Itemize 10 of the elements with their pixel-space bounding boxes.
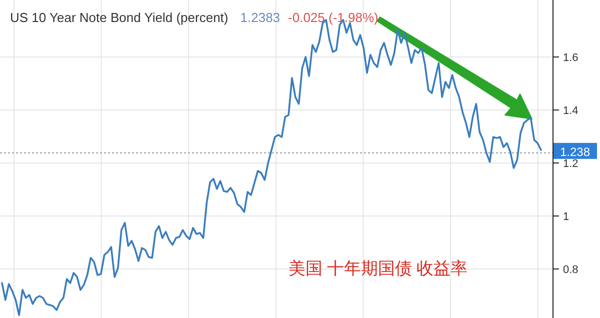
y-tick-label: 0.8: [563, 264, 578, 276]
y-tick-label: 1.2: [563, 158, 578, 170]
annotation: 美国 十年期国债 收益率: [288, 259, 468, 278]
ref-line-label: 1.238: [560, 144, 590, 159]
annotation: 1.2383: [240, 10, 280, 25]
text: US 10 Year Note Bond Yield (percent): [10, 10, 228, 25]
annotation: -0.025 (-1.98%): [288, 10, 378, 25]
y-tick-label: 1.4: [563, 104, 578, 117]
y-tick-label: 1: [563, 210, 570, 223]
y-tick-label: 1.6: [563, 52, 578, 64]
